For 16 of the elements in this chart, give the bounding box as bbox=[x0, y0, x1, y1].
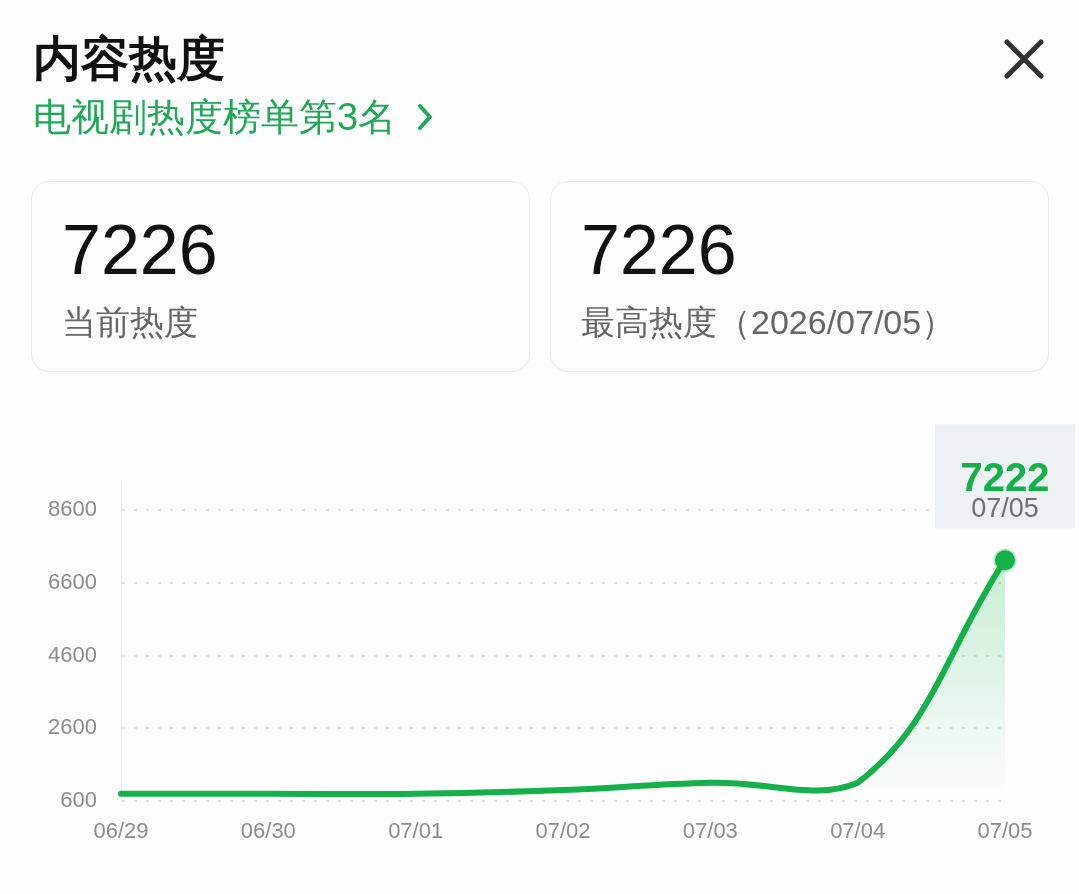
x-tick-label: 07/02 bbox=[535, 818, 591, 844]
x-tick-label: 07/03 bbox=[682, 818, 738, 844]
x-tick-label: 07/05 bbox=[977, 818, 1033, 844]
y-tick-label: 600 bbox=[60, 787, 97, 813]
y-tick-label: 6600 bbox=[48, 568, 97, 594]
x-tick-label: 07/04 bbox=[830, 818, 886, 844]
y-tick-label: 4600 bbox=[48, 641, 97, 667]
y-tick-label: 8600 bbox=[48, 496, 97, 522]
chart-title: 内容热度 bbox=[33, 31, 225, 87]
x-tick-label: 06/30 bbox=[240, 818, 296, 844]
x-tick-label: 07/01 bbox=[388, 818, 444, 844]
y-tick-label: 2600 bbox=[48, 714, 97, 740]
stat-card: 7226 最高热度（2026/07/05） bbox=[550, 181, 1049, 372]
x-tick-label: 06/29 bbox=[93, 818, 149, 844]
stat-card: 7226 当前热度 bbox=[31, 181, 530, 372]
chart-subtitle: 电视剧热度榜单第3名 bbox=[33, 95, 397, 139]
